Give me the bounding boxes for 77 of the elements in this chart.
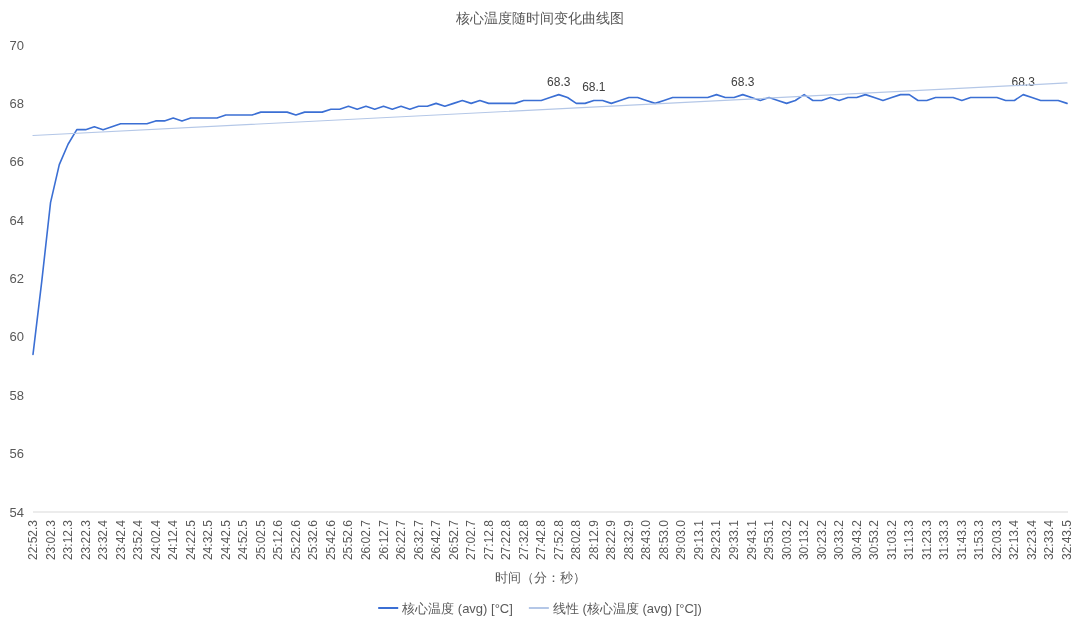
- x-tick-label: 24:12.4: [166, 519, 181, 561]
- x-tick-label: 31:43.3: [954, 519, 969, 561]
- y-tick-label: 70: [9, 37, 24, 53]
- x-tick-label: 28:43.0: [639, 519, 654, 561]
- x-tick-label: 28:53.0: [656, 519, 671, 561]
- x-tick-label: 32:43.5: [1060, 519, 1074, 561]
- x-tick-label: 27:22.8: [499, 519, 514, 561]
- data-label: 68.3: [547, 74, 571, 89]
- x-axis-title: 时间（分：秒）: [494, 570, 586, 585]
- x-tick-label: 24:42.5: [218, 519, 233, 561]
- x-tick-label: 29:23.1: [709, 519, 724, 561]
- x-tick-label: 30:33.2: [832, 519, 847, 561]
- x-tick-label: 25:42.6: [323, 519, 338, 561]
- x-tick-label: 25:12.6: [271, 519, 286, 561]
- x-tick-label: 23:52.4: [131, 519, 146, 561]
- x-tick-label: 30:43.2: [849, 519, 864, 561]
- data-label: 68.1: [582, 80, 606, 95]
- x-tick-label: 22:52.3: [26, 519, 40, 561]
- chart-title: 核心温度随时间变化曲线图: [455, 10, 624, 26]
- x-tick-label: 31:13.3: [902, 519, 917, 561]
- x-tick-label: 28:22.9: [604, 519, 619, 561]
- line-series: [32, 93, 1068, 356]
- y-tick-label: 60: [9, 329, 24, 345]
- x-tick-label: 25:32.6: [306, 519, 321, 561]
- x-tick-label: 24:02.4: [148, 519, 163, 561]
- x-tick-label: 29:13.1: [691, 519, 706, 561]
- y-tick-label: 58: [9, 387, 24, 403]
- x-tick-label: 26:02.7: [358, 519, 373, 561]
- x-tick-label: 30:13.2: [797, 519, 812, 561]
- y-tick-label: 62: [9, 271, 24, 286]
- x-tick-label: 30:03.2: [779, 519, 794, 561]
- x-tick-label: 26:32.7: [411, 519, 426, 561]
- x-tick-label: 26:42.7: [429, 519, 444, 561]
- x-tick-label: 29:43.1: [744, 519, 759, 561]
- x-tick-label: 31:23.3: [919, 519, 934, 561]
- x-tick-label: 27:42.8: [534, 519, 549, 561]
- x-tick-label: 28:02.8: [569, 519, 584, 561]
- x-tick-label: 24:22.5: [183, 519, 198, 561]
- x-tick-label: 27:32.8: [516, 519, 531, 561]
- x-tick-label: 32:03.3: [989, 519, 1004, 561]
- x-tick-label: 27:02.7: [464, 519, 479, 561]
- y-tick-label: 68: [9, 95, 24, 111]
- x-tick-label: 30:53.2: [867, 519, 882, 561]
- x-tick-label: 26:22.7: [394, 519, 409, 561]
- x-tick-label: 29:33.1: [727, 519, 742, 561]
- x-tick-label: 31:03.2: [884, 519, 899, 561]
- x-tick-label: 32:33.4: [1042, 519, 1057, 561]
- x-tick-label: 23:42.4: [113, 519, 128, 561]
- x-tick-label: 25:02.5: [253, 519, 268, 561]
- x-tick-label: 28:32.9: [621, 519, 636, 561]
- x-tick-label: 27:52.8: [551, 519, 566, 561]
- x-tick-label: 23:12.3: [61, 519, 76, 561]
- legend-label: 核心温度 (avg) [°C]: [401, 600, 513, 616]
- y-tick-label: 66: [9, 154, 24, 170]
- x-tick-label: 30:23.2: [814, 519, 829, 561]
- x-tick-label: 24:32.5: [201, 519, 216, 561]
- x-tick-label: 26:12.7: [376, 519, 391, 561]
- x-tick-label: 25:52.6: [341, 519, 356, 561]
- x-tick-label: 29:03.0: [674, 519, 689, 561]
- data-label: 68.3: [731, 74, 755, 89]
- x-tick-label: 24:52.5: [236, 519, 251, 561]
- x-tick-label: 29:53.1: [762, 519, 777, 561]
- x-tick-label: 32:13.4: [1007, 519, 1022, 561]
- x-tick-label: 26:52.7: [446, 519, 461, 561]
- y-tick-label: 64: [9, 212, 24, 228]
- x-tick-label: 23:22.3: [78, 519, 93, 561]
- x-tick-label: 23:02.3: [43, 519, 58, 561]
- legend-label: 线性 (核心温度 (avg) [°C]): [552, 600, 702, 616]
- x-tick-label: 31:53.3: [972, 519, 987, 561]
- y-tick-label: 56: [9, 446, 24, 462]
- x-tick-label: 32:23.4: [1024, 519, 1039, 561]
- y-tick-label: 54: [9, 504, 24, 520]
- x-tick-label: 31:33.3: [937, 519, 952, 561]
- x-tick-label: 28:12.9: [586, 519, 601, 561]
- x-tick-label: 27:12.8: [481, 519, 496, 561]
- x-tick-label: 25:22.6: [288, 519, 303, 561]
- x-tick-label: 23:32.4: [96, 519, 111, 561]
